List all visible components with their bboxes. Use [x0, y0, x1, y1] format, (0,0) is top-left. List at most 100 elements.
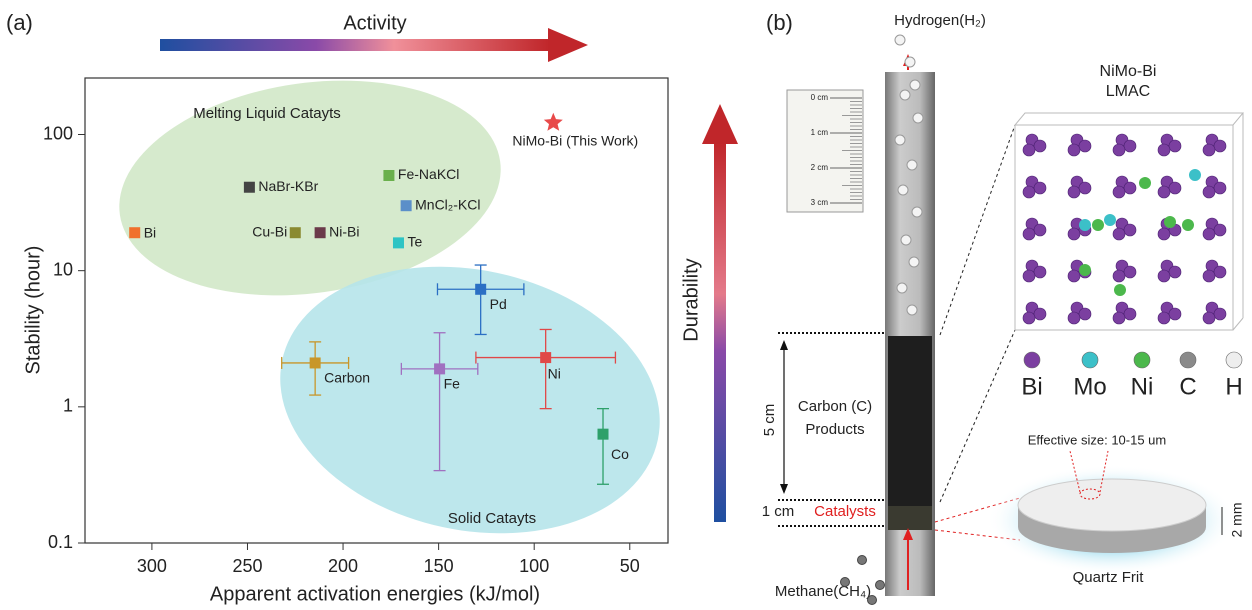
methane-atom	[876, 581, 885, 590]
ruler-label: 2 cm	[811, 163, 829, 172]
point	[393, 237, 404, 248]
bi-atom	[1203, 144, 1215, 156]
point-label: Ni-Bi	[329, 223, 359, 239]
point-label: Cu-Bi	[252, 223, 287, 239]
durability-label: Durability	[680, 258, 702, 341]
point	[244, 182, 255, 193]
structure-title: LMAC	[1106, 83, 1150, 100]
durability-arrowhead	[702, 104, 738, 144]
bi-atom	[1034, 182, 1046, 194]
ni-atom	[1114, 284, 1126, 296]
bi-atom	[1214, 308, 1226, 320]
atom-legend-marker	[1180, 352, 1196, 368]
structure-title: NiMo-Bi	[1100, 63, 1157, 80]
bi-atom	[1034, 140, 1046, 152]
figure: (a) Activity Melting Liquid Catayts Soli…	[0, 0, 1252, 610]
atom-legend-label: Ni	[1131, 373, 1154, 400]
frit-top	[1018, 479, 1206, 531]
hydrogen-molecule	[912, 207, 922, 217]
bi-atom	[1113, 186, 1125, 198]
bi-atom	[1169, 182, 1181, 194]
point	[475, 284, 486, 295]
mo-atom	[1189, 169, 1201, 181]
cell-edge	[1233, 318, 1243, 330]
activity-arrowhead	[548, 28, 588, 62]
ni-atom	[1139, 177, 1151, 189]
bi-atom	[1203, 312, 1215, 324]
atom-legend-marker	[1134, 352, 1150, 368]
zoom-line	[940, 125, 1015, 335]
gas-label: Methane(CH₄)	[775, 583, 871, 600]
x-axis-label: Apparent activation energies (kJ/mol)	[210, 583, 540, 605]
bi-atom	[1113, 312, 1125, 324]
bi-atom	[1079, 182, 1091, 194]
length-label: 5 cm	[761, 404, 778, 437]
y-axis-label: Stability (hour)	[22, 246, 44, 375]
point	[598, 429, 609, 440]
catalyst-layer	[888, 506, 932, 530]
cell-edge	[1015, 113, 1243, 125]
bi-atom	[1158, 144, 1170, 156]
y-tick-label: 10	[53, 259, 73, 279]
length-label: 1 cm	[762, 503, 795, 520]
hydrogen-molecule	[907, 160, 917, 170]
carbon-product	[888, 336, 932, 506]
bi-atom	[1158, 312, 1170, 324]
product-label: Carbon (C)	[798, 398, 872, 415]
point-label: Ni	[548, 365, 561, 381]
mo-atom	[1079, 219, 1091, 231]
bi-atom	[1113, 144, 1125, 156]
bi-atom	[1034, 308, 1046, 320]
activity-arrow	[160, 39, 550, 51]
arrowhead	[780, 484, 788, 494]
arrowhead	[780, 340, 788, 350]
bi-atom	[1034, 224, 1046, 236]
hydrogen-molecule	[898, 185, 908, 195]
bi-atom	[1113, 270, 1125, 282]
hydrogen-molecule	[907, 305, 917, 315]
point	[315, 227, 326, 238]
activity-label: Activity	[343, 12, 406, 34]
atom-legend-label: Bi	[1021, 373, 1042, 400]
region-label: Solid Catayts	[448, 510, 536, 527]
hydrogen-molecule	[895, 35, 905, 45]
ni-atom	[1079, 264, 1091, 276]
bi-atom	[1214, 224, 1226, 236]
bi-atom	[1023, 270, 1035, 282]
product-label: Products	[805, 421, 864, 438]
bi-atom	[1079, 140, 1091, 152]
ruler-label: 1 cm	[811, 128, 829, 137]
bi-atom	[1023, 312, 1035, 324]
bi-atom	[1169, 266, 1181, 278]
bi-atom	[1214, 182, 1226, 194]
hydrogen-molecule	[895, 135, 905, 145]
ni-atom	[1092, 219, 1104, 231]
point-label: NiMo-Bi (This Work)	[512, 132, 638, 148]
bi-atom	[1079, 308, 1091, 320]
bi-atom	[1124, 224, 1136, 236]
bi-atom	[1068, 228, 1080, 240]
methane-atom	[858, 556, 867, 565]
hydrogen-molecule	[901, 235, 911, 245]
point	[129, 227, 140, 238]
gas-label: Hydrogen(H₂)	[894, 12, 986, 29]
bi-atom	[1068, 270, 1080, 282]
bi-atom	[1169, 140, 1181, 152]
bi-atom	[1068, 312, 1080, 324]
point	[540, 352, 551, 363]
point	[544, 113, 563, 131]
panel-label: (b)	[766, 10, 793, 35]
x-tick-label: 150	[424, 556, 454, 576]
bi-atom	[1158, 270, 1170, 282]
atom-legend-marker	[1226, 352, 1242, 368]
durability-arrow	[714, 142, 726, 522]
point-label: Co	[611, 446, 629, 462]
ruler-label: 3 cm	[811, 198, 829, 207]
hydrogen-molecule	[897, 283, 907, 293]
y-tick-label: 0.1	[48, 532, 73, 552]
point-label: Bi	[144, 224, 156, 240]
ni-atom	[1182, 219, 1194, 231]
point	[434, 363, 445, 374]
ni-atom	[1164, 216, 1176, 228]
atom-legend-marker	[1024, 352, 1040, 368]
